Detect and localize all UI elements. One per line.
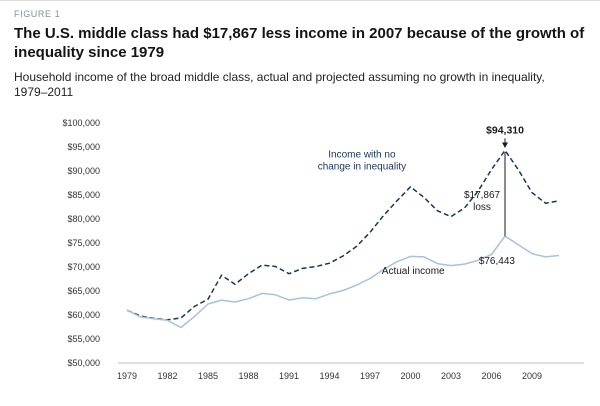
y-tick-label: $95,000 bbox=[67, 142, 100, 152]
x-tick-label: 1991 bbox=[279, 371, 299, 381]
projected-series-label: change in inequality bbox=[318, 161, 406, 172]
y-tick-label: $60,000 bbox=[67, 310, 100, 320]
peak-arrowhead bbox=[502, 142, 508, 148]
peak-value-label: $94,310 bbox=[486, 124, 524, 136]
y-tick-label: $65,000 bbox=[67, 286, 100, 296]
x-tick-label: 2000 bbox=[400, 371, 420, 381]
y-tick-label: $55,000 bbox=[67, 334, 100, 344]
x-tick-label: 1982 bbox=[157, 371, 177, 381]
y-tick-label: $85,000 bbox=[67, 190, 100, 200]
chart-container: $100,000 $95,000 $90,000 $85,000 $80,000 $75,… bbox=[0, 103, 600, 406]
y-tick-label: $100,000 bbox=[62, 118, 100, 128]
actual-series-line bbox=[126, 235, 560, 328]
x-tick-label: 1988 bbox=[238, 371, 258, 381]
projected-series-label: Income with no bbox=[328, 149, 396, 160]
figure-header: FIGURE 1 The U.S. middle class had $17,8… bbox=[0, 1, 600, 101]
x-tick-label: 2003 bbox=[441, 371, 461, 381]
income-line-chart: $100,000 $95,000 $90,000 $85,000 $80,000 $75,… bbox=[62, 118, 584, 381]
y-tick-label: $75,000 bbox=[67, 238, 100, 248]
loss-label: $17,867 bbox=[464, 190, 501, 201]
figure-subtitle: Household income of the broad middle cla… bbox=[14, 69, 545, 100]
x-tick-label: 2009 bbox=[522, 371, 542, 381]
actual-value-label: $76,443 bbox=[479, 256, 516, 267]
y-tick-label: $90,000 bbox=[67, 166, 100, 176]
x-tick-label: 1994 bbox=[319, 371, 339, 381]
y-tick-label: $50,000 bbox=[67, 358, 100, 368]
x-tick-label: 1985 bbox=[198, 371, 218, 381]
x-tick-label: 1979 bbox=[117, 371, 137, 381]
x-tick-label: 2006 bbox=[481, 371, 501, 381]
x-tick-label: 1997 bbox=[360, 371, 380, 381]
y-tick-label: $80,000 bbox=[67, 214, 100, 224]
projected-series-line bbox=[126, 149, 560, 321]
loss-label: loss bbox=[473, 202, 491, 213]
actual-series-label: Actual income bbox=[382, 266, 445, 277]
figure-label: FIGURE 1 bbox=[14, 9, 61, 19]
figure-title: The U.S. middle class had $17,867 less i… bbox=[14, 25, 585, 61]
y-tick-label: $70,000 bbox=[67, 262, 100, 272]
